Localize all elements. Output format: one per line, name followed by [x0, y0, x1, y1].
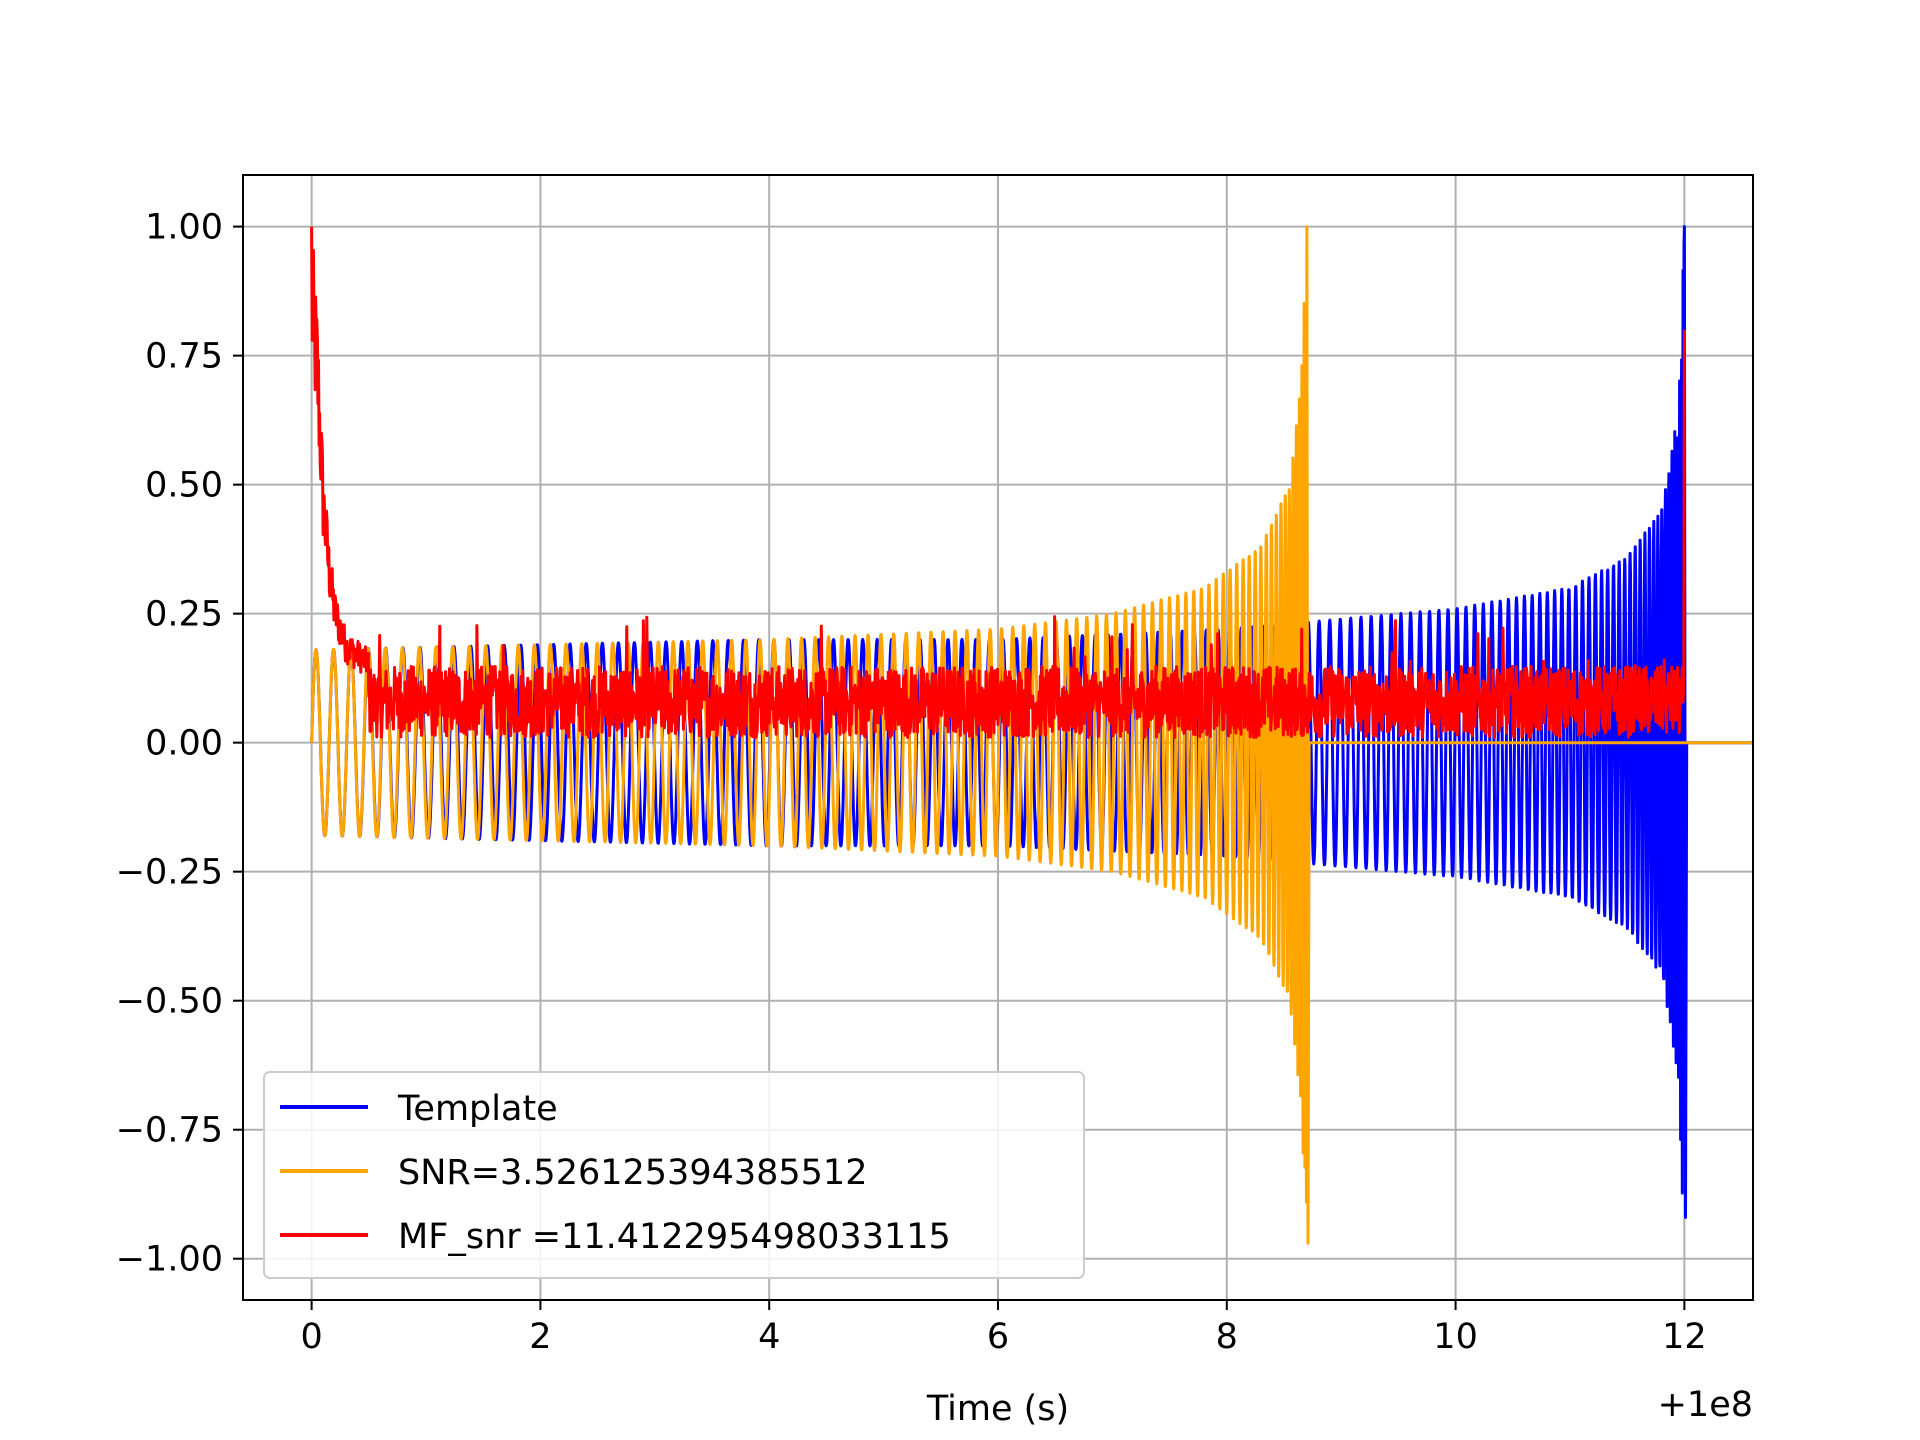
axis-ticks: 0 2 4 6 8 10 12 1.00 0.75 0.50 0.25 0.00 −0.25 −0.50 −… — [116, 208, 1707, 1357]
legend-box — [263, 1071, 1085, 1279]
series-layer — [310, 225, 1753, 1245]
y-tick-label: 0.25 — [145, 595, 223, 635]
x-tick-label: 0 — [300, 1317, 322, 1357]
x-tick-label: 6 — [987, 1317, 1009, 1357]
y-tick-label: −0.75 — [116, 1111, 223, 1151]
x-tick-label: 8 — [1216, 1317, 1238, 1357]
y-tick-label: 1.00 — [145, 208, 223, 248]
x-tick-label: 12 — [1662, 1317, 1707, 1357]
series-line-1 — [310, 225, 1753, 1245]
x-tick-label: 10 — [1433, 1317, 1478, 1357]
x-offset-label: +1e8 — [1658, 1385, 1753, 1425]
legend: Template SNR=3.526125394385512 MF_snr =1… — [263, 1071, 1085, 1279]
series-line-2 — [310, 226, 1686, 739]
x-tick-label: 2 — [529, 1317, 551, 1357]
y-tick-label: 0.00 — [145, 724, 223, 764]
legend-label-template: Template — [397, 1089, 558, 1129]
y-tick-label: 0.75 — [145, 337, 223, 377]
y-tick-label: −1.00 — [116, 1240, 223, 1280]
x-axis-label: Time (s) — [926, 1389, 1069, 1429]
x-tick-label: 4 — [758, 1317, 780, 1357]
y-tick-label: 0.50 — [145, 466, 223, 506]
y-tick-label: −0.25 — [116, 853, 223, 893]
y-tick-label: −0.50 — [116, 982, 223, 1022]
legend-label-mf-snr: MF_snr =11.412295498033115 — [398, 1217, 951, 1257]
legend-label-snr: SNR=3.526125394385512 — [398, 1153, 867, 1193]
